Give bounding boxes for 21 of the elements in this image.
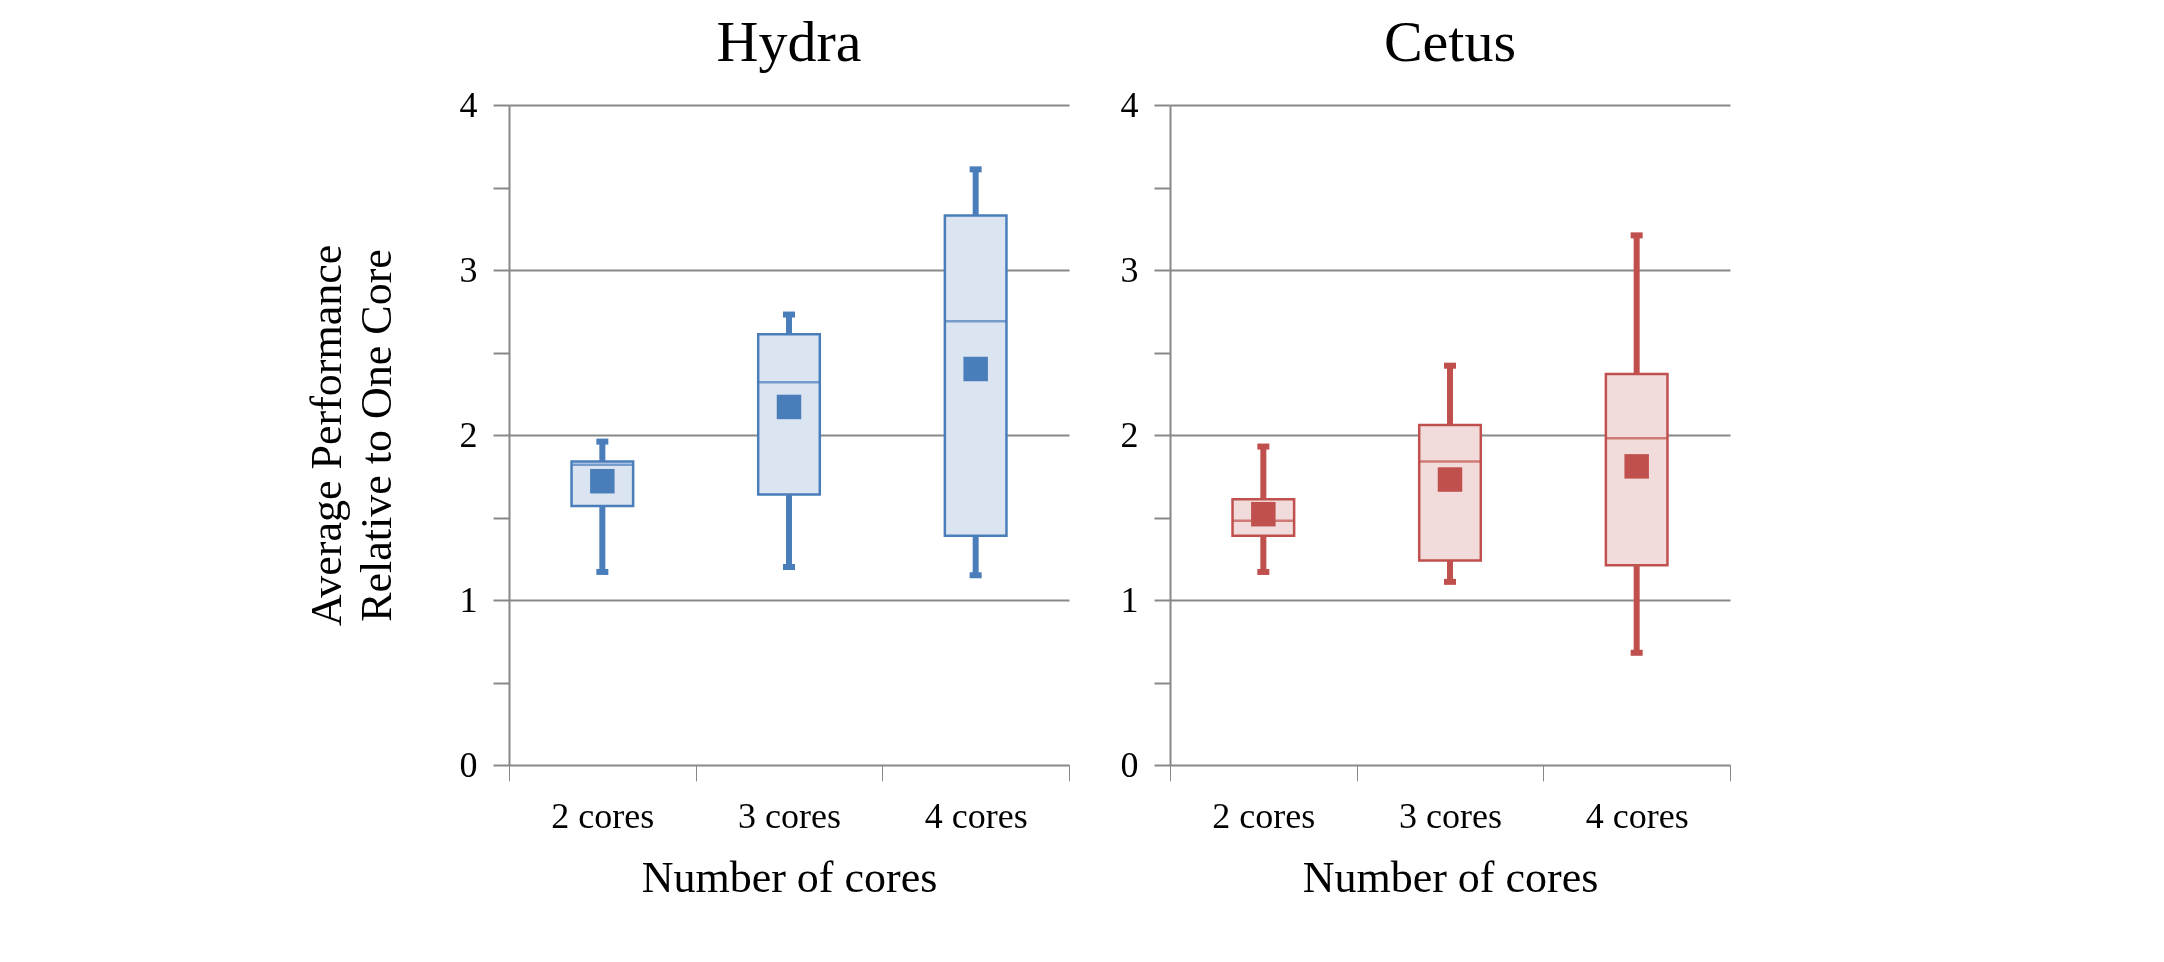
x-tick-label: 3 cores (738, 795, 841, 836)
x-tick-label: 4 cores (924, 795, 1028, 836)
y-axis-title: Average Performance Relative to One Core (301, 244, 401, 627)
y-tick-label: 1 (459, 579, 478, 620)
y-tick-label: 4 (459, 84, 478, 125)
y-tick-label: 2 (459, 414, 478, 455)
y-tick-label: 3 (1120, 249, 1139, 290)
x-tick-label: 3 cores (1399, 795, 1502, 836)
chart-title: Hydra (716, 9, 862, 74)
y-tick-label: 0 (1120, 744, 1139, 785)
y-tick-label: 4 (1120, 84, 1139, 125)
x-tick-label: 4 cores (1585, 795, 1689, 836)
y-tick-label: 3 (459, 249, 478, 290)
y-tick-label: 0 (459, 744, 478, 785)
x-axis-title: Number of cores (641, 852, 938, 902)
y-tick-label: 1 (1120, 579, 1139, 620)
y-tick-label: 2 (1120, 414, 1139, 455)
chart-title: Cetus (1383, 9, 1517, 74)
x-tick-label: 2 cores (1212, 795, 1316, 836)
x-tick-label: 2 cores (551, 795, 655, 836)
x-axis-title: Number of cores (1302, 852, 1599, 902)
